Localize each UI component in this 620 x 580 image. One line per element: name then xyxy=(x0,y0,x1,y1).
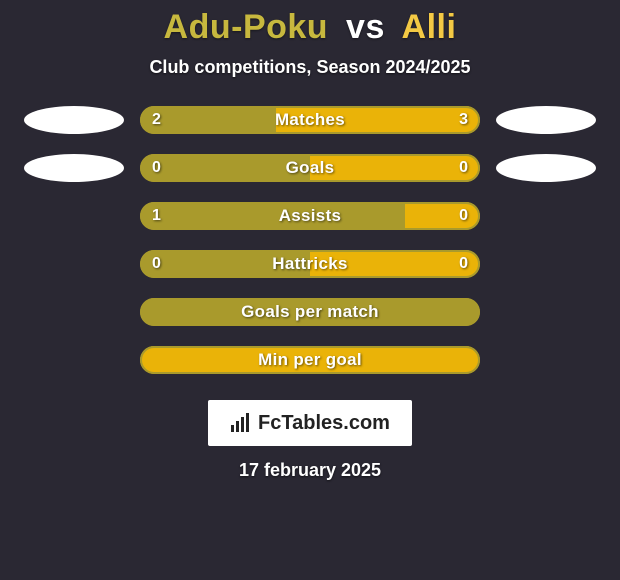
title-player1: Adu-Poku xyxy=(164,8,329,46)
stat-bar: Goals per match xyxy=(140,298,480,326)
spacer xyxy=(24,298,124,326)
subtitle: Club competitions, Season 2024/2025 xyxy=(0,57,620,78)
stat-row: 23Matches xyxy=(0,106,620,134)
spacer xyxy=(496,202,596,230)
spacer xyxy=(496,346,596,374)
stat-label: Min per goal xyxy=(140,346,480,374)
comparison-card: Adu-Poku vs Alli Club competitions, Seas… xyxy=(0,0,620,481)
stat-label: Goals xyxy=(140,154,480,182)
spacer xyxy=(24,250,124,278)
date: 17 february 2025 xyxy=(0,460,620,481)
stat-label: Assists xyxy=(140,202,480,230)
stat-bar: 10Assists xyxy=(140,202,480,230)
player2-photo xyxy=(496,106,596,134)
stat-row: Goals per match xyxy=(0,298,620,326)
stat-row: 00Goals xyxy=(0,154,620,182)
stat-rows: 23Matches 00Goals 10Assists 00Hattricks Goal… xyxy=(0,106,620,374)
stat-bar: 00Goals xyxy=(140,154,480,182)
source-badge: FcTables.com xyxy=(208,400,412,446)
chart-icon xyxy=(230,413,252,433)
source-badge-text: FcTables.com xyxy=(258,412,390,435)
stat-bar: 00Hattricks xyxy=(140,250,480,278)
stat-bar: Min per goal xyxy=(140,346,480,374)
spacer xyxy=(496,250,596,278)
player1-photo xyxy=(24,106,124,134)
stat-row: 10Assists xyxy=(0,202,620,230)
stat-label: Hattricks xyxy=(140,250,480,278)
stat-row: Min per goal xyxy=(0,346,620,374)
player2-photo xyxy=(496,154,596,182)
stat-label: Matches xyxy=(140,106,480,134)
title: Adu-Poku vs Alli xyxy=(0,8,620,47)
stat-bar: 23Matches xyxy=(140,106,480,134)
stat-row: 00Hattricks xyxy=(0,250,620,278)
title-player2: Alli xyxy=(402,8,457,46)
spacer xyxy=(24,346,124,374)
player1-photo xyxy=(24,154,124,182)
spacer xyxy=(496,298,596,326)
title-vs: vs xyxy=(346,8,385,46)
spacer xyxy=(24,202,124,230)
stat-label: Goals per match xyxy=(140,298,480,326)
